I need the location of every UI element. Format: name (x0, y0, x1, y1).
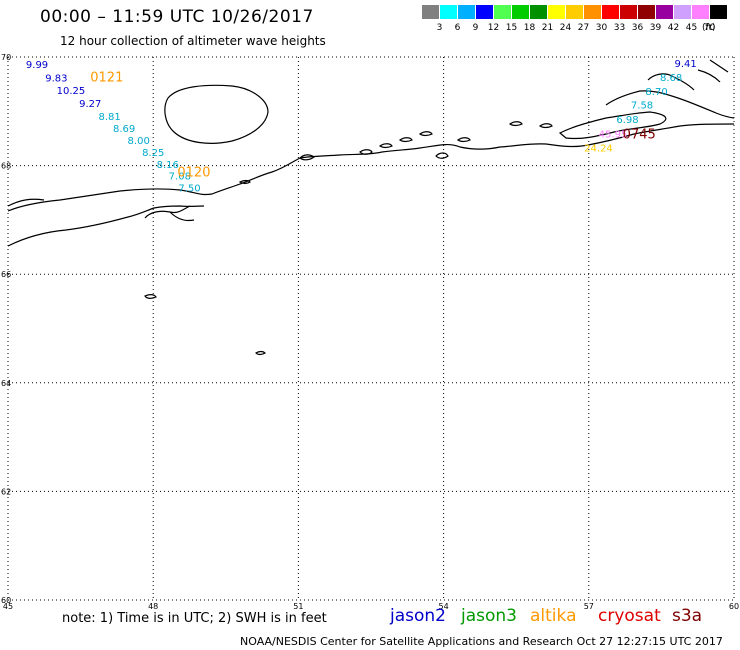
legend-swatch (602, 5, 619, 19)
legend-label: 9 (472, 23, 479, 33)
legend-swatch (656, 5, 673, 19)
pass-time-label: 0120 (177, 165, 210, 180)
satellite-name: jason2 (390, 606, 446, 626)
legend-swatch (440, 5, 457, 19)
wave-height-label: 9.41 (674, 59, 696, 70)
wave-height-label: 10.25 (57, 86, 86, 97)
legend-label: 30 (595, 23, 608, 33)
coastline (8, 59, 734, 356)
lat-tick-label: 62 (1, 487, 11, 496)
wave-height-label: 45.95 (599, 129, 628, 140)
lat-tick-label: 60 (1, 596, 11, 605)
wave-height-label: 24.24 (584, 143, 613, 154)
lat-tick-label: 70 (1, 53, 11, 62)
wave-height-label: 9.99 (26, 60, 48, 71)
wave-height-label: 8.25 (142, 148, 164, 159)
lat-tick-label: 66 (1, 270, 11, 279)
legend-label: 42 (667, 23, 680, 33)
lon-tick-label: 45 (3, 602, 13, 611)
satellite-name: s3a (672, 606, 703, 626)
legend-swatch (530, 5, 547, 19)
legend-swatch (620, 5, 637, 19)
legend-unit: (ft) (702, 23, 716, 33)
wave-height-label: 8.81 (99, 112, 121, 123)
wave-height-label: 8.70 (645, 87, 667, 98)
legend-swatch (548, 5, 565, 19)
wave-height-label: 8.00 (128, 136, 150, 147)
legend-label: 33 (613, 23, 626, 33)
legend-swatch (692, 5, 709, 19)
legend-swatch (458, 5, 475, 19)
pass-time-label: 0745 (623, 127, 656, 142)
lon-tick-label: 54 (439, 602, 449, 611)
legend-label: 70 (703, 23, 716, 33)
legend-label: 6 (454, 23, 461, 33)
legend-swatch (512, 5, 529, 19)
page-title: 00:00 – 11:59 UTC 10/26/2017 (40, 7, 314, 27)
legend-label: 36 (631, 23, 644, 33)
wave-height-label: 6.98 (616, 115, 638, 126)
credit-line: NOAA/NESDIS Center for Satellite Applica… (240, 635, 723, 648)
wave-height-label: 7.08 (169, 172, 191, 183)
legend-label: 21 (541, 23, 554, 33)
legend-label: 24 (559, 23, 572, 33)
wave-height-label: 7.50 (178, 184, 200, 195)
page-subtitle: 12 hour collection of altimeter wave hei… (60, 34, 326, 48)
legend-swatch (566, 5, 583, 19)
legend-swatch (584, 5, 601, 19)
wave-height-label: 9.83 (45, 73, 67, 84)
wave-height-label: 8.68 (660, 73, 682, 84)
wave-height-label: 8.16 (157, 160, 179, 171)
wave-height-label: 9.27 (79, 99, 101, 110)
legend-swatch (710, 5, 727, 19)
legend-label: 27 (577, 23, 590, 33)
altimeter-track-east: 9.41 8.68 8.70 7.58 6.98 45.95 24.24 0745 (584, 59, 697, 155)
legend-swatch (674, 5, 691, 19)
legend-label: 12 (487, 23, 500, 33)
legend-swatch (494, 5, 511, 19)
satellite-name: altika (530, 606, 577, 626)
lat-tick-label: 68 (1, 162, 11, 171)
legend-swatch (422, 5, 439, 19)
wave-height-label: 8.69 (113, 124, 135, 135)
wave-height-label: 7.58 (631, 101, 653, 112)
legend-label: 15 (505, 23, 518, 33)
satellite-name: jason3 (461, 606, 517, 626)
satellite-name: cryosat (598, 606, 661, 626)
legend-swatch (638, 5, 655, 19)
lon-tick-label: 60 (729, 602, 739, 611)
legend-label: 39 (649, 23, 662, 33)
legend-label: 18 (523, 23, 536, 33)
lon-tick-label: 51 (293, 602, 303, 611)
legend-swatch (476, 5, 493, 19)
legend-label: 45 (685, 23, 698, 33)
legend-label: 3 (436, 23, 443, 33)
altimeter-track-west: 9.99 9.83 10.25 9.27 8.818.698.008.258.167.0… (26, 60, 211, 195)
lat-tick-label: 64 (1, 379, 11, 388)
footer-note: note: 1) Time is in UTC; 2) SWH is in fe… (62, 611, 327, 626)
pass-time-label: 0121 (90, 70, 123, 85)
lon-tick-label: 48 (148, 602, 158, 611)
lon-tick-label: 57 (584, 602, 594, 611)
